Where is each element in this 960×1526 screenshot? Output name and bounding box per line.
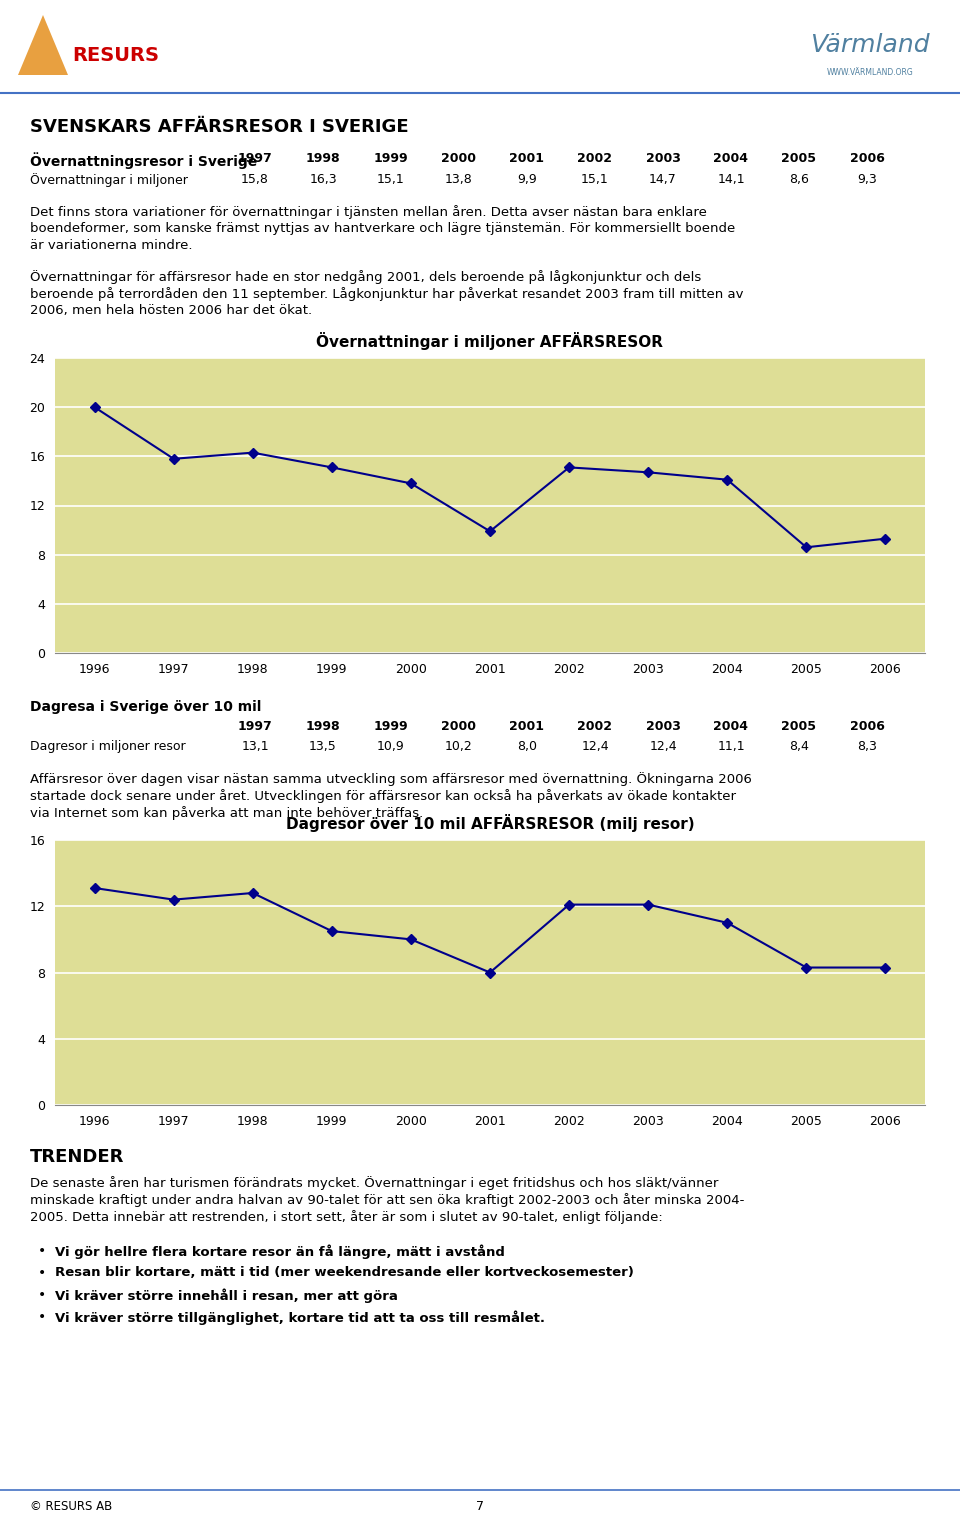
Text: 8,4: 8,4 — [789, 740, 809, 752]
Text: 15,8: 15,8 — [241, 172, 269, 186]
Text: 2005: 2005 — [781, 153, 817, 165]
Text: 10,2: 10,2 — [445, 740, 473, 752]
Text: beroende på terrordåden den 11 september. Lågkonjunktur har påverkat resandet 20: beroende på terrordåden den 11 september… — [30, 287, 743, 301]
Text: 8,3: 8,3 — [857, 740, 876, 752]
Text: 2001: 2001 — [510, 720, 544, 732]
Text: startade dock senare under året. Utvecklingen för affärsresor kan också ha påver: startade dock senare under året. Utveckl… — [30, 789, 736, 803]
Text: 2006: 2006 — [850, 153, 884, 165]
Text: 8,6: 8,6 — [789, 172, 809, 186]
Text: WWW.VÄRMLAND.ORG: WWW.VÄRMLAND.ORG — [827, 69, 913, 76]
Text: 2000: 2000 — [442, 153, 476, 165]
Text: TRENDER: TRENDER — [30, 1148, 125, 1166]
Text: 1998: 1998 — [305, 720, 340, 732]
Text: Övernattningsresor i Sverige: Övernattningsresor i Sverige — [30, 153, 257, 169]
Text: De senaste åren har turismen förändrats mycket. Övernattningar i eget fritidshus: De senaste åren har turismen förändrats … — [30, 1177, 718, 1190]
Text: Resan blir kortare, mätt i tid (mer weekendresande eller kortveckosemester): Resan blir kortare, mätt i tid (mer week… — [55, 1267, 634, 1279]
Title: Övernattningar i miljoner AFFÄRSRESOR: Övernattningar i miljoner AFFÄRSRESOR — [317, 331, 663, 349]
Text: Övernattningar för affärsresor hade en stor nedgång 2001, dels beroende på lågko: Övernattningar för affärsresor hade en s… — [30, 270, 701, 284]
Polygon shape — [18, 15, 68, 75]
Text: •: • — [38, 1288, 46, 1302]
Text: Övernattningar i miljoner: Övernattningar i miljoner — [30, 172, 188, 188]
Text: Vi kräver större tillgänglighet, kortare tid att ta oss till resmålet.: Vi kräver större tillgänglighet, kortare… — [55, 1309, 545, 1325]
Text: 13,5: 13,5 — [309, 740, 337, 752]
Text: 1999: 1999 — [373, 153, 408, 165]
Text: 11,1: 11,1 — [717, 740, 745, 752]
Text: via Internet som kan påverka att man inte behöver träffas.: via Internet som kan påverka att man int… — [30, 806, 423, 819]
Text: 13,8: 13,8 — [445, 172, 473, 186]
Text: 1997: 1997 — [238, 153, 273, 165]
Text: 2001: 2001 — [510, 153, 544, 165]
Text: Dagresor i miljoner resor: Dagresor i miljoner resor — [30, 740, 185, 752]
Title: Dagresor över 10 mil AFFÄRSRESOR (milj resor): Dagresor över 10 mil AFFÄRSRESOR (milj r… — [286, 813, 694, 832]
Text: RESURS: RESURS — [72, 46, 159, 66]
Text: 14,1: 14,1 — [717, 172, 745, 186]
Text: 9,9: 9,9 — [517, 172, 537, 186]
Text: 13,1: 13,1 — [241, 740, 269, 752]
Text: 2004: 2004 — [713, 720, 749, 732]
Text: Affärsresor över dagen visar nästan samma utveckling som affärsresor med övernat: Affärsresor över dagen visar nästan samm… — [30, 772, 752, 786]
Text: Vi kräver större innehåll i resan, mer att göra: Vi kräver större innehåll i resan, mer a… — [55, 1288, 397, 1303]
Text: boendeformer, som kanske främst nyttjas av hantverkare och lägre tjänstemän. För: boendeformer, som kanske främst nyttjas … — [30, 221, 735, 235]
Text: 2003: 2003 — [645, 153, 681, 165]
Text: © RESURS AB: © RESURS AB — [30, 1500, 112, 1512]
Text: 12,4: 12,4 — [581, 740, 609, 752]
Text: 2005. Detta innebär att restrenden, i stort sett, åter är som i slutet av 90-tal: 2005. Detta innebär att restrenden, i st… — [30, 1210, 662, 1224]
Text: 2000: 2000 — [442, 720, 476, 732]
Text: 8,0: 8,0 — [517, 740, 537, 752]
Text: 15,1: 15,1 — [377, 172, 405, 186]
Text: 12,4: 12,4 — [649, 740, 677, 752]
Text: 16,3: 16,3 — [309, 172, 337, 186]
Text: 14,7: 14,7 — [649, 172, 677, 186]
Text: •: • — [38, 1309, 46, 1325]
Text: 9,3: 9,3 — [857, 172, 876, 186]
Text: 2006, men hela hösten 2006 har det ökat.: 2006, men hela hösten 2006 har det ökat. — [30, 304, 312, 317]
Text: 1997: 1997 — [238, 720, 273, 732]
Text: 1998: 1998 — [305, 153, 340, 165]
Text: minskade kraftigt under andra halvan av 90-talet för att sen öka kraftigt 2002-2: minskade kraftigt under andra halvan av … — [30, 1193, 744, 1207]
Text: 7: 7 — [476, 1500, 484, 1512]
Text: Värmland: Värmland — [810, 34, 930, 56]
Text: Vi gör hellre flera kortare resor än få längre, mätt i avstånd: Vi gör hellre flera kortare resor än få … — [55, 1244, 505, 1259]
Text: 2006: 2006 — [850, 720, 884, 732]
Text: •: • — [38, 1244, 46, 1257]
Text: Det finns stora variationer för övernattningar i tjänsten mellan åren. Detta avs: Det finns stora variationer för övernatt… — [30, 204, 707, 218]
Text: SVENSKARS AFFÄRSRESOR I SVERIGE: SVENSKARS AFFÄRSRESOR I SVERIGE — [30, 118, 409, 136]
Text: 10,9: 10,9 — [377, 740, 405, 752]
Text: 2002: 2002 — [578, 153, 612, 165]
Text: Dagresa i Sverige över 10 mil: Dagresa i Sverige över 10 mil — [30, 700, 261, 714]
Text: 2003: 2003 — [645, 720, 681, 732]
Text: 1999: 1999 — [373, 720, 408, 732]
Text: 15,1: 15,1 — [581, 172, 609, 186]
Text: 2002: 2002 — [578, 720, 612, 732]
Text: 2004: 2004 — [713, 153, 749, 165]
Text: 2005: 2005 — [781, 720, 817, 732]
Text: är variationerna mindre.: är variationerna mindre. — [30, 240, 193, 252]
Text: •: • — [38, 1267, 46, 1280]
